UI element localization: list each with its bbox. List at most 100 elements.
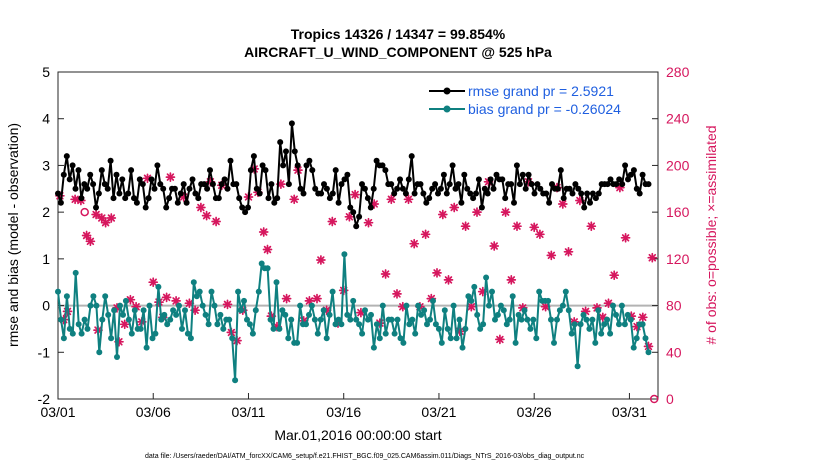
rmse-point	[326, 195, 333, 202]
rmse-point	[332, 167, 339, 174]
rmse-point	[361, 185, 368, 192]
bias-point	[403, 302, 410, 309]
rmse-point	[160, 185, 167, 192]
bias-point	[545, 297, 552, 304]
bias-point	[551, 339, 557, 346]
rmse-point	[60, 171, 67, 178]
rmse-point	[335, 199, 342, 206]
rmse-point	[391, 190, 398, 197]
rmse-point	[625, 176, 631, 183]
chart-title: Tropics 14326 / 14347 = 99.854%	[291, 26, 506, 42]
bias-point	[317, 316, 324, 323]
rmse-point	[584, 190, 591, 197]
obs-count-marker	[535, 229, 545, 240]
rmse-point	[464, 185, 471, 192]
bias-point	[196, 288, 203, 295]
legend-label-bias: bias grand pr = -0.26024	[468, 101, 621, 117]
rmse-point	[69, 162, 76, 169]
obs-count-marker	[363, 217, 374, 228]
bias-point	[530, 316, 537, 323]
rmse-point	[221, 176, 228, 183]
obs-count-marker	[222, 299, 233, 310]
bias-point	[613, 311, 619, 318]
rmse-point	[417, 181, 424, 188]
obs-count-marker	[472, 207, 482, 217]
bias-point	[232, 377, 239, 384]
bias-point	[229, 335, 236, 342]
obs-count-marker	[344, 211, 355, 222]
rmse-point	[534, 181, 541, 188]
bias-point	[329, 288, 336, 295]
bias-point	[202, 311, 209, 318]
obs-count-marker	[392, 289, 402, 299]
bias-point	[273, 279, 280, 286]
rmse-point	[437, 185, 444, 192]
rmse-point	[122, 195, 129, 202]
bias-point	[246, 321, 253, 328]
bias-point	[391, 330, 398, 337]
bias-point	[161, 311, 168, 318]
rmse-point	[309, 167, 316, 174]
y2-axis-label: # of obs: o=possible; ×=assimilated	[703, 125, 719, 344]
obs-count-marker	[165, 172, 176, 182]
rmse-point	[405, 176, 412, 183]
bias-point	[149, 335, 156, 342]
rmse-point	[142, 204, 149, 211]
bias-point	[125, 316, 132, 323]
rmse-point	[151, 185, 158, 192]
rmse-point	[508, 181, 515, 188]
bias-point	[335, 316, 342, 323]
bias-point	[285, 335, 292, 342]
rmse-point	[192, 190, 199, 197]
obs-count-marker	[609, 270, 620, 281]
rmse-point	[323, 185, 330, 192]
bias-point	[220, 325, 227, 332]
bias-point	[388, 316, 395, 323]
rmse-point	[502, 195, 509, 202]
bias-point	[435, 325, 442, 332]
bias-point	[556, 307, 563, 314]
bias-point	[645, 349, 652, 356]
bias-point	[182, 307, 188, 314]
rmse-point	[607, 176, 614, 183]
rmse-point	[481, 185, 488, 192]
obs-count-marker	[443, 275, 454, 285]
rmse-point	[288, 120, 295, 127]
rmse-point	[426, 195, 433, 202]
bias-point	[176, 302, 182, 309]
bias-point	[99, 316, 106, 323]
rmse-point	[145, 195, 152, 202]
y-tick-label: 4	[42, 111, 50, 127]
bias-point	[341, 251, 348, 258]
rmse-point	[592, 195, 599, 202]
bias-point	[365, 316, 371, 323]
bias-point	[630, 344, 637, 351]
obs-count-marker	[563, 246, 574, 257]
bias-point	[122, 297, 129, 304]
rmse-point	[177, 190, 184, 197]
y2-tick-label: 240	[666, 111, 690, 127]
bias-point	[456, 316, 463, 323]
rmse-point	[303, 162, 310, 169]
rmse-point	[262, 167, 269, 174]
rmse-point	[253, 185, 260, 192]
bias-point	[477, 325, 484, 332]
bias-point	[621, 321, 628, 328]
bias-point	[376, 335, 383, 342]
bias-point	[394, 316, 401, 323]
y-tick-label: 2	[42, 204, 50, 220]
bias-point	[211, 302, 218, 309]
bias-point	[474, 311, 481, 318]
bias-point	[627, 316, 634, 323]
bias-point	[415, 302, 422, 309]
y2-tick-label: 200	[666, 157, 690, 173]
rmse-point	[78, 195, 85, 202]
rmse-point	[560, 195, 567, 202]
rmse-point	[423, 199, 430, 206]
bias-point	[205, 321, 212, 328]
rmse-point	[186, 185, 193, 192]
rmse-point	[511, 199, 517, 206]
rmse-point	[338, 181, 345, 188]
rmse-point	[329, 190, 336, 197]
